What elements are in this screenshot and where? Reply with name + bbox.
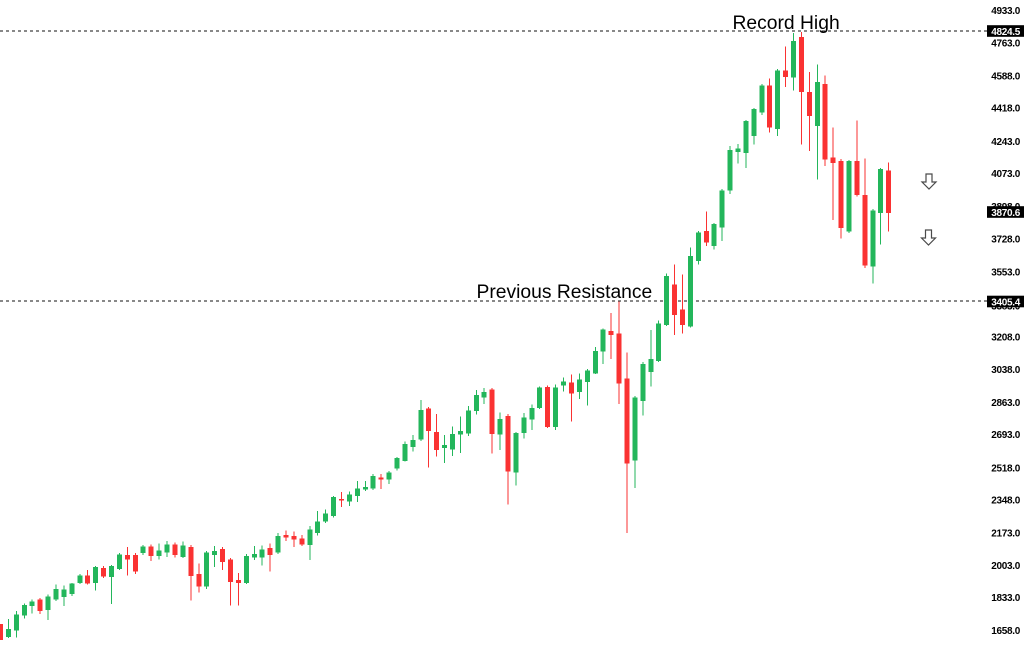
svg-text:3870.6: 3870.6 xyxy=(991,208,1021,219)
svg-text:4418.0: 4418.0 xyxy=(991,104,1021,115)
svg-text:1833.0: 1833.0 xyxy=(991,593,1021,604)
svg-text:4073.0: 4073.0 xyxy=(991,169,1021,180)
svg-text:Previous Resistance: Previous Resistance xyxy=(477,282,653,303)
svg-text:1658.0: 1658.0 xyxy=(991,626,1021,637)
svg-text:Record High: Record High xyxy=(733,13,840,34)
svg-text:4933.0: 4933.0 xyxy=(991,6,1021,17)
svg-text:4588.0: 4588.0 xyxy=(991,72,1021,83)
svg-text:2518.0: 2518.0 xyxy=(991,463,1021,474)
svg-text:2173.0: 2173.0 xyxy=(991,529,1021,540)
svg-text:2003.0: 2003.0 xyxy=(991,561,1021,572)
svg-text:4763.0: 4763.0 xyxy=(991,38,1021,49)
svg-text:3553.0: 3553.0 xyxy=(991,267,1021,278)
svg-text:2863.0: 2863.0 xyxy=(991,398,1021,409)
svg-text:3038.0: 3038.0 xyxy=(991,365,1021,376)
svg-text:3728.0: 3728.0 xyxy=(991,234,1021,245)
svg-text:4243.0: 4243.0 xyxy=(991,137,1021,148)
svg-text:3405.4: 3405.4 xyxy=(991,297,1021,308)
svg-text:2693.0: 2693.0 xyxy=(991,430,1021,441)
svg-text:2348.0: 2348.0 xyxy=(991,496,1021,507)
svg-text:4824.5: 4824.5 xyxy=(991,27,1021,38)
svg-text:3208.0: 3208.0 xyxy=(991,333,1021,344)
